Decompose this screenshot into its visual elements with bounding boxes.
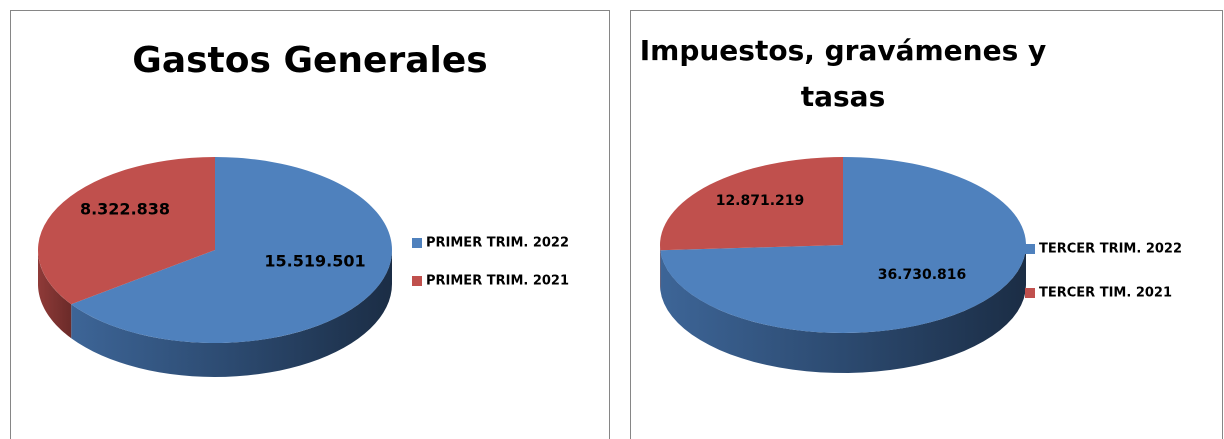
data-label: 36.730.816 bbox=[878, 267, 967, 283]
pie-slice bbox=[659, 157, 843, 251]
chart-title: Impuestos, gravámenes y tasas bbox=[640, 34, 1047, 113]
legend-swatch bbox=[412, 238, 422, 248]
legend-swatch bbox=[1025, 288, 1035, 298]
legend-label: PRIMER TRIM. 2021 bbox=[426, 274, 569, 289]
pie-side bbox=[660, 245, 1026, 373]
pie-side bbox=[38, 250, 72, 339]
pie-side bbox=[71, 250, 393, 377]
chart-title: Gastos Generales bbox=[132, 40, 487, 81]
data-label: 12.871.219 bbox=[716, 193, 805, 209]
legend-swatch bbox=[1025, 244, 1035, 254]
data-label: 8.322.838 bbox=[80, 200, 170, 219]
pie-slice bbox=[37, 157, 215, 305]
pie-slice bbox=[660, 157, 1026, 334]
legend-swatch bbox=[412, 276, 422, 286]
legend-label: TERCER TIM. 2021 bbox=[1039, 286, 1172, 301]
legend-label: PRIMER TRIM. 2022 bbox=[426, 236, 569, 251]
legend-label: TERCER TRIM. 2022 bbox=[1039, 242, 1182, 257]
data-label: 15.519.501 bbox=[264, 252, 365, 271]
pie-slice bbox=[71, 157, 393, 343]
